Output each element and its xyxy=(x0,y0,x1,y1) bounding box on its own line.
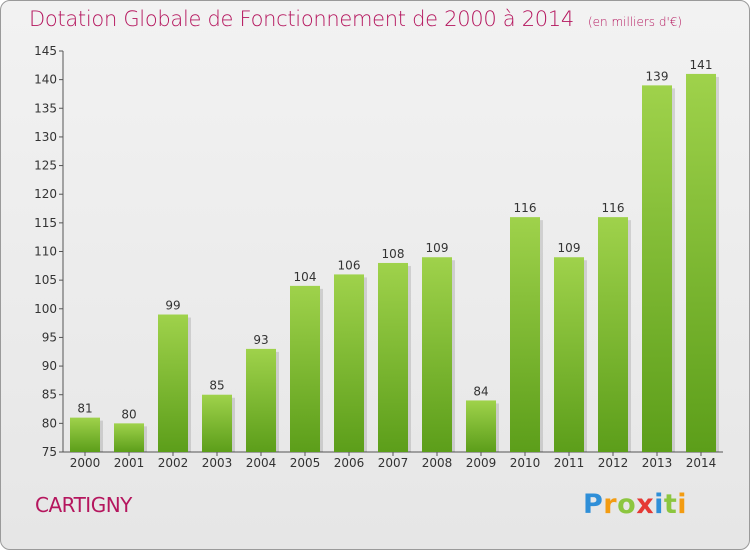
bar xyxy=(422,257,452,452)
logo-letter: P xyxy=(583,489,604,520)
city-name: CARTIGNY xyxy=(35,493,132,517)
y-tick-label: 125 xyxy=(34,159,57,173)
bar-value-label: 139 xyxy=(646,69,669,83)
bar xyxy=(158,314,188,452)
x-tick-label: 2013 xyxy=(642,456,673,470)
y-tick-label: 80 xyxy=(42,416,57,430)
x-tick-label: 2005 xyxy=(290,456,321,470)
bar-value-label: 104 xyxy=(294,270,317,284)
bar xyxy=(642,85,672,452)
bar-value-label: 116 xyxy=(514,201,537,215)
x-tick-label: 2003 xyxy=(202,456,233,470)
y-tick-label: 135 xyxy=(34,101,57,115)
x-tick-label: 2004 xyxy=(246,456,277,470)
logo-letter: i xyxy=(654,489,664,520)
y-tick-label: 145 xyxy=(34,44,57,58)
x-tick-label: 2006 xyxy=(334,456,365,470)
y-tick-label: 110 xyxy=(34,245,57,259)
bar xyxy=(290,285,320,452)
x-tick-label: 2007 xyxy=(378,456,409,470)
logo-letter: x xyxy=(636,489,655,520)
logo-letter: r xyxy=(603,489,618,520)
bar xyxy=(334,274,364,452)
bar xyxy=(466,400,496,452)
chart-unit: (en milliers d'€) xyxy=(587,15,683,29)
x-tick-label: 2011 xyxy=(554,456,585,470)
bar xyxy=(246,348,276,452)
bar-value-label: 80 xyxy=(121,407,136,421)
x-tick-label: 2001 xyxy=(114,456,145,470)
bar xyxy=(378,262,408,452)
x-tick-label: 2014 xyxy=(686,456,717,470)
bar-value-label: 141 xyxy=(690,58,713,72)
bar-value-label: 109 xyxy=(426,241,449,255)
bar xyxy=(114,423,144,452)
bar-value-label: 85 xyxy=(209,379,224,393)
y-tick-label: 140 xyxy=(34,73,57,87)
x-tick-label: 2010 xyxy=(510,456,541,470)
y-tick-label: 75 xyxy=(42,445,57,459)
bar-value-label: 81 xyxy=(77,402,92,416)
y-tick-label: 130 xyxy=(34,130,57,144)
y-tick-label: 120 xyxy=(34,187,57,201)
bar xyxy=(598,217,628,452)
x-tick-label: 2009 xyxy=(466,456,497,470)
bar xyxy=(70,417,100,452)
x-tick-label: 2002 xyxy=(158,456,189,470)
chart-title-text: Dotation Globale de Fonctionnement de 20… xyxy=(29,7,574,31)
logo-letter: o xyxy=(617,489,637,520)
bar-value-label: 116 xyxy=(602,201,625,215)
x-tick-label: 2000 xyxy=(70,456,101,470)
proxiti-logo[interactable]: Proxiti xyxy=(583,489,687,520)
bar-value-label: 109 xyxy=(558,241,581,255)
bar-value-label: 106 xyxy=(338,258,361,272)
bar xyxy=(202,394,232,452)
bar xyxy=(510,217,540,452)
y-tick-label: 90 xyxy=(42,359,57,373)
bar xyxy=(554,257,584,452)
y-tick-label: 85 xyxy=(42,388,57,402)
bar-value-label: 93 xyxy=(253,333,268,347)
logo-letter: i xyxy=(677,489,688,520)
bar-value-label: 99 xyxy=(165,299,180,313)
chart-title: Dotation Globale de Fonctionnement de 20… xyxy=(29,7,682,31)
bar xyxy=(686,73,716,453)
x-tick-label: 2008 xyxy=(422,456,453,470)
y-tick-label: 115 xyxy=(34,216,57,230)
x-tick-label: 2012 xyxy=(598,456,629,470)
bar-value-label: 84 xyxy=(473,384,488,398)
logo-letter: t xyxy=(663,489,678,520)
y-tick-label: 100 xyxy=(34,302,57,316)
y-tick-label: 105 xyxy=(34,273,57,287)
bar-value-label: 108 xyxy=(382,247,405,261)
y-tick-label: 95 xyxy=(42,330,57,344)
